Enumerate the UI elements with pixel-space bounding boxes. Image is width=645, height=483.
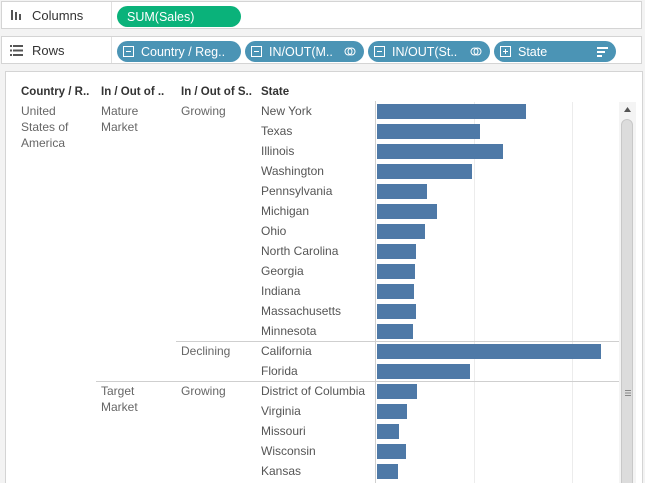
pill-label: Country / Reg.. [141,44,226,59]
scroll-thumb[interactable] [621,119,633,483]
pill-label: SUM(Sales) [127,9,195,24]
vertical-scrollbar[interactable] [619,102,636,483]
columns-icon [10,9,32,21]
expand-icon[interactable] [500,46,514,57]
state-label[interactable]: Florida [261,364,298,378]
sales-bar[interactable] [377,244,416,259]
state-label[interactable]: District of Columbia [261,384,366,398]
status-cell[interactable]: Growing [181,384,226,398]
columns-shelf-label: Columns [2,2,112,28]
pill-label: IN/OUT(St.. [392,44,458,59]
sum-sales-pill[interactable]: SUM(Sales) [117,6,241,27]
market-cell[interactable]: Mature Market [101,104,139,134]
group-divider [96,381,619,382]
state-pill[interactable]: State [494,41,616,62]
collapse-icon[interactable] [374,46,388,57]
state-label[interactable]: North Carolina [261,244,339,258]
sales-bar[interactable] [377,384,417,399]
axis-line [375,101,376,483]
state-label[interactable]: Michigan [261,204,310,218]
country-region-pill[interactable]: Country / Reg.. [117,41,241,62]
state-label[interactable]: Massachusetts [261,304,342,318]
sales-bar[interactable] [377,224,425,239]
sales-bar[interactable] [377,304,416,319]
sales-bar[interactable] [377,204,437,219]
scroll-grip-icon [625,390,631,396]
columns-label: Columns [32,7,84,23]
sales-bar[interactable] [377,344,601,359]
state-label[interactable]: Virginia [261,404,301,418]
rows-shelf[interactable]: Rows Country / Reg.. IN/OUT(M.. IN/OUT(S… [1,36,642,64]
state-label[interactable]: Texas [261,124,293,138]
group-divider [176,341,619,342]
rows-shelf-label: Rows [2,37,112,63]
sales-bar[interactable] [377,424,399,439]
worksheet-view[interactable]: Country / R.. In / Out of .. In / Out of… [5,71,643,483]
state-label[interactable]: Indiana [261,284,301,298]
status-cell[interactable]: Growing [181,104,226,118]
sales-bar[interactable] [377,324,413,339]
scroll-up-arrow-icon[interactable] [619,102,636,116]
collapse-icon[interactable] [251,46,265,57]
gridline [572,102,573,483]
sales-bar[interactable] [377,184,427,199]
columns-shelf[interactable]: Columns SUM(Sales) [1,1,642,29]
state-label[interactable]: Georgia [261,264,304,278]
in-out-market-pill[interactable]: IN/OUT(M.. [245,41,364,62]
sales-bar[interactable] [377,404,407,419]
sort-descending-icon[interactable] [597,41,608,62]
country-cell[interactable]: United States of America [21,104,69,150]
collapse-icon[interactable] [123,46,137,57]
rows-label: Rows [32,42,65,58]
header-in-out-state[interactable]: In / Out of S.. [181,86,252,98]
state-label[interactable]: California [261,344,312,358]
set-icon [344,41,356,62]
state-label[interactable]: Pennsylvania [261,184,333,198]
sales-bar[interactable] [377,444,406,459]
gridline [474,102,475,483]
sales-bar[interactable] [377,364,470,379]
header-in-out-market[interactable]: In / Out of .. [101,86,165,98]
state-label[interactable]: New York [261,104,312,118]
state-label[interactable]: Ohio [261,224,287,238]
sales-bar[interactable] [377,124,480,139]
sales-bar[interactable] [377,464,398,479]
sales-bar[interactable] [377,164,472,179]
sales-bar[interactable] [377,144,503,159]
sales-bar[interactable] [377,264,415,279]
sales-bar[interactable] [377,284,414,299]
state-label[interactable]: Kansas [261,464,302,478]
status-cell[interactable]: Declining [181,344,231,358]
state-label[interactable]: Washington [261,164,324,178]
header-country-region[interactable]: Country / R.. [21,86,90,98]
sales-bar[interactable] [377,104,526,119]
state-label[interactable]: Minnesota [261,324,317,338]
market-cell[interactable]: Target Market [101,384,138,414]
header-state[interactable]: State [261,86,290,98]
pill-label: State [518,44,548,59]
state-label[interactable]: Wisconsin [261,444,316,458]
set-icon [470,41,482,62]
in-out-state-pill[interactable]: IN/OUT(St.. [368,41,490,62]
rows-icon [10,44,32,56]
pill-label: IN/OUT(M.. [269,44,333,59]
state-label[interactable]: Missouri [261,424,306,438]
state-label[interactable]: Illinois [261,144,295,158]
